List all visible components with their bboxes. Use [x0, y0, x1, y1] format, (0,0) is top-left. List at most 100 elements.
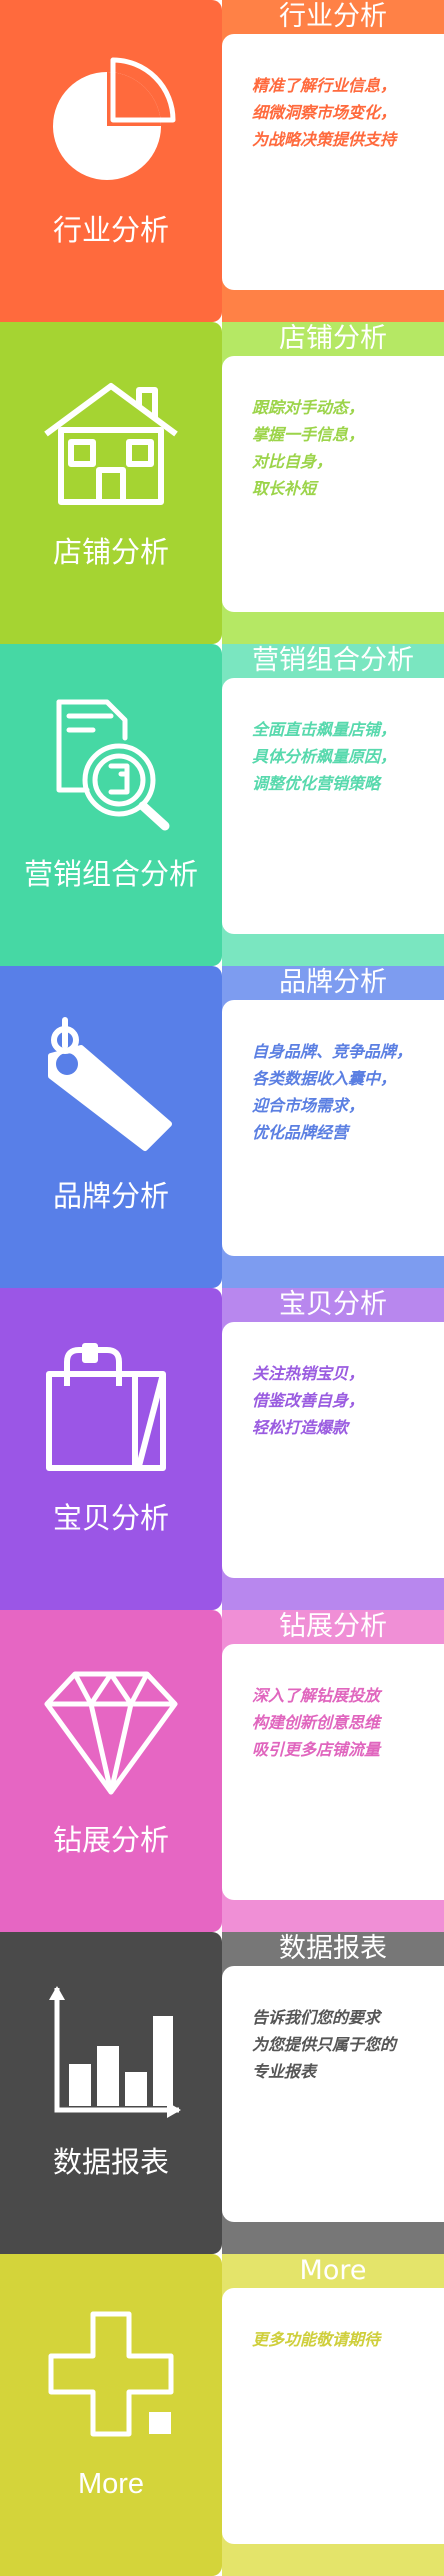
feature-tile[interactable]: 营销组合分析 — [0, 644, 222, 966]
feature-title-bar: 钻展分析 — [222, 1610, 444, 1644]
feature-description-card: 全面直击飙量店铺， 具体分析飙量原因， 调整优化营销策略 — [222, 678, 444, 934]
feature-title-bar: 宝贝分析 — [222, 1288, 444, 1322]
feature-title: 数据报表 — [279, 1933, 387, 1964]
plus-icon — [41, 2304, 181, 2444]
feature-description: 关注热销宝贝， 借鉴改善自身， 轻松打造爆款 — [252, 1360, 438, 1441]
diamond-icon — [41, 1660, 181, 1800]
feature-tile[interactable]: More — [0, 2254, 222, 2576]
feature-title-bar: More — [222, 2254, 444, 2288]
feature-tile[interactable]: 宝贝分析 — [0, 1288, 222, 1610]
description-line: 全面直击飙量店铺， — [252, 720, 397, 739]
feature-tile[interactable]: 品牌分析 — [0, 966, 222, 1288]
feature-footer-bar — [222, 1900, 444, 1932]
feature-detail: More 更多功能敬请期待 — [222, 2254, 444, 2576]
feature-tile[interactable]: 店铺分析 — [0, 322, 222, 644]
feature-description-card: 精准了解行业信息， 细微洞察市场变化， 为战略决策提供支持 — [222, 34, 444, 290]
feature-tile[interactable]: 行业分析 — [0, 0, 222, 322]
feature-footer-bar — [222, 934, 444, 966]
feature-description-card: 告诉我们您的要求 为您提供只属于您的 专业报表 — [222, 1966, 444, 2222]
feature-title-bar: 店铺分析 — [222, 322, 444, 356]
feature-panel-product[interactable]: 宝贝分析 宝贝分析 关注热销宝贝， 借鉴改善自身， 轻松打造爆款 — [0, 1288, 444, 1610]
feature-label: 钻展分析 — [52, 1823, 169, 1857]
feature-title: 品牌分析 — [279, 967, 387, 998]
feature-label: 宝贝分析 — [52, 1501, 169, 1535]
feature-title: 宝贝分析 — [279, 1289, 387, 1320]
feature-description: 自身品牌、竞争品牌， 各类数据收入囊中， 迎合市场需求， 优化品牌经营 — [252, 1038, 438, 1146]
document-search-icon — [41, 694, 181, 834]
feature-detail: 宝贝分析 关注热销宝贝， 借鉴改善自身， 轻松打造爆款 — [222, 1288, 444, 1610]
pie-chart-icon — [41, 50, 181, 190]
description-line: 跟踪对手动态， — [252, 398, 365, 417]
description-line: 调整优化营销策略 — [252, 774, 381, 793]
bar-chart-icon — [41, 1982, 181, 2122]
feature-detail: 钻展分析 深入了解钻展投放 构建创新创意思维 吸引更多店铺流量 — [222, 1610, 444, 1932]
description-line: 构建创新创意思维 — [252, 1713, 381, 1732]
feature-title: More — [299, 2255, 367, 2286]
feature-tile[interactable]: 数据报表 — [0, 1932, 222, 2254]
feature-detail: 数据报表 告诉我们您的要求 为您提供只属于您的 专业报表 — [222, 1932, 444, 2254]
feature-panel-brand[interactable]: 品牌分析 品牌分析 自身品牌、竞争品牌， 各类数据收入囊中， 迎合市场需求， 优化品牌… — [0, 966, 444, 1288]
feature-label: 行业分析 — [52, 213, 169, 247]
description-line: 精准了解行业信息， — [252, 76, 397, 95]
feature-label: 品牌分析 — [52, 1179, 169, 1213]
house-icon — [41, 372, 181, 512]
feature-panel-diamond-booth[interactable]: 钻展分析 钻展分析 深入了解钻展投放 构建创新创意思维 吸引更多店铺流量 — [0, 1610, 444, 1932]
description-line: 借鉴改善自身， — [252, 1391, 365, 1410]
description-line: 取长补短 — [252, 479, 317, 498]
description-line: 细微洞察市场变化， — [252, 103, 397, 122]
description-line: 关注热销宝贝， — [252, 1364, 365, 1383]
description-line: 专业报表 — [252, 2062, 317, 2081]
feature-tile[interactable]: 钻展分析 — [0, 1610, 222, 1932]
feature-description: 告诉我们您的要求 为您提供只属于您的 专业报表 — [252, 2004, 438, 2085]
feature-title-bar: 行业分析 — [222, 0, 444, 34]
feature-title-bar: 品牌分析 — [222, 966, 444, 1000]
feature-description-card: 关注热销宝贝， 借鉴改善自身， 轻松打造爆款 — [222, 1322, 444, 1578]
description-line: 为您提供只属于您的 — [252, 2035, 397, 2054]
feature-title: 行业分析 — [279, 1, 387, 32]
feature-panel-industry[interactable]: 行业分析 行业分析 精准了解行业信息， 细微洞察市场变化， 为战略决策提供支持 — [0, 0, 444, 322]
feature-title: 店铺分析 — [279, 323, 387, 354]
feature-label: 店铺分析 — [52, 535, 169, 569]
feature-description: 深入了解钻展投放 构建创新创意思维 吸引更多店铺流量 — [252, 1682, 438, 1763]
feature-panel-report[interactable]: 数据报表 数据报表 告诉我们您的要求 为您提供只属于您的 专业报表 — [0, 1932, 444, 2254]
description-line: 掌握一手信息， — [252, 425, 365, 444]
feature-description-card: 自身品牌、竞争品牌， 各类数据收入囊中， 迎合市场需求， 优化品牌经营 — [222, 1000, 444, 1256]
feature-footer-bar — [222, 290, 444, 322]
shopping-bag-icon — [41, 1338, 181, 1478]
feature-panel-marketing[interactable]: 营销组合分析 营销组合分析 全面直击飙量店铺， 具体分析飙量原因， 调整优化营销策略 — [0, 644, 444, 966]
feature-footer-bar — [222, 2222, 444, 2254]
feature-label: 营销组合分析 — [23, 857, 198, 891]
feature-detail: 营销组合分析 全面直击飙量店铺， 具体分析飙量原因， 调整优化营销策略 — [222, 644, 444, 966]
description-line: 深入了解钻展投放 — [252, 1686, 381, 1705]
feature-description-card: 跟踪对手动态， 掌握一手信息， 对比自身， 取长补短 — [222, 356, 444, 612]
description-line: 告诉我们您的要求 — [252, 2008, 381, 2027]
feature-detail: 店铺分析 跟踪对手动态， 掌握一手信息， 对比自身， 取长补短 — [222, 322, 444, 644]
feature-title: 钻展分析 — [279, 1611, 387, 1642]
description-line: 具体分析飙量原因， — [252, 747, 397, 766]
feature-footer-bar — [222, 1256, 444, 1288]
description-line: 各类数据收入囊中， — [252, 1069, 397, 1088]
feature-description: 更多功能敬请期待 — [252, 2326, 438, 2353]
description-line: 自身品牌、竞争品牌， — [252, 1042, 413, 1061]
feature-detail: 品牌分析 自身品牌、竞争品牌， 各类数据收入囊中， 迎合市场需求， 优化品牌经营 — [222, 966, 444, 1288]
feature-description-card: 更多功能敬请期待 — [222, 2288, 444, 2544]
feature-title-bar: 数据报表 — [222, 1932, 444, 1966]
feature-footer-bar — [222, 612, 444, 644]
feature-description: 精准了解行业信息， 细微洞察市场变化， 为战略决策提供支持 — [252, 72, 438, 153]
feature-footer-bar — [222, 1578, 444, 1610]
feature-panel-more[interactable]: More More 更多功能敬请期待 — [0, 2254, 444, 2576]
description-line: 优化品牌经营 — [252, 1123, 349, 1142]
description-line: 迎合市场需求， — [252, 1096, 365, 1115]
feature-detail: 行业分析 精准了解行业信息， 细微洞察市场变化， 为战略决策提供支持 — [222, 0, 444, 322]
feature-title: 营销组合分析 — [252, 645, 414, 676]
description-line: 对比自身， — [252, 452, 333, 471]
description-line: 更多功能敬请期待 — [252, 2330, 381, 2349]
feature-title-bar: 营销组合分析 — [222, 644, 444, 678]
feature-description-card: 深入了解钻展投放 构建创新创意思维 吸引更多店铺流量 — [222, 1644, 444, 1900]
feature-label: 数据报表 — [52, 2145, 169, 2179]
feature-label: More — [77, 2468, 145, 2500]
description-line: 轻松打造爆款 — [252, 1418, 349, 1437]
price-tag-icon — [41, 1016, 181, 1156]
feature-panel-shop[interactable]: 店铺分析 店铺分析 跟踪对手动态， 掌握一手信息， 对比自身， 取长补短 — [0, 322, 444, 644]
